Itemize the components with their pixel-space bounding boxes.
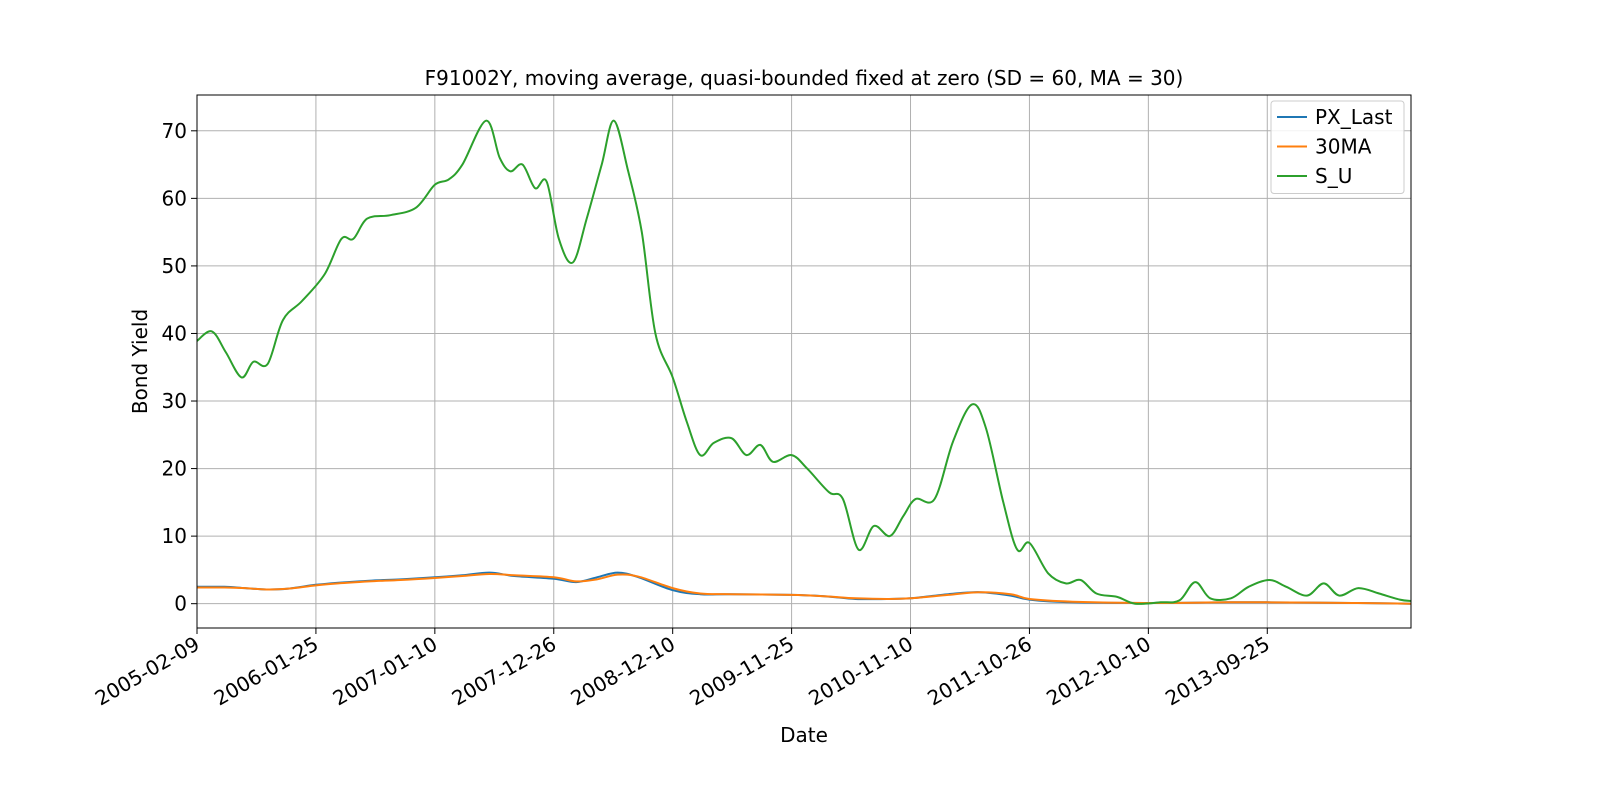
x-axis-label: Date	[780, 723, 828, 747]
legend-box	[1270, 100, 1405, 194]
plot-frame	[196, 94, 1412, 629]
grid	[196, 95, 1411, 628]
legend-label-30ma: 30MA	[1315, 135, 1372, 159]
y-tick-label: 60	[162, 186, 187, 210]
x-tick-label: 2007-01-10	[329, 632, 442, 711]
legend-label-s-u: S_U	[1315, 164, 1352, 188]
y-tick-label: 20	[162, 457, 187, 481]
x-axis: 2005-02-09 2006-01-25 2007-01-10 2007-12-26…	[91, 628, 1274, 710]
x-tick-label: 2010-11-10	[804, 632, 917, 711]
series-line-s-u	[197, 119, 1411, 605]
y-axis-label: Bond Yield	[128, 309, 152, 414]
x-tick-label: 2006-01-25	[210, 632, 323, 711]
legend-label-px-last: PX_Last	[1315, 105, 1393, 129]
x-tick-label: 2012-10-10	[1042, 632, 1155, 711]
x-tick-label: 2007-12-26	[448, 632, 561, 711]
chart-title: F91002Y, moving average, quasi-bounded f…	[425, 66, 1184, 90]
legend: PX_Last 30MA S_U	[1270, 100, 1405, 194]
y-tick-label: 0	[174, 592, 187, 616]
series-group	[197, 119, 1411, 605]
x-tick-label: 2009-11-25	[685, 632, 798, 711]
x-tick-label: 2011-10-26	[923, 632, 1036, 711]
x-tick-label: 2005-02-09	[91, 632, 204, 711]
y-tick-label: 30	[162, 389, 187, 413]
x-tick-label: 2013-09-25	[1161, 632, 1274, 711]
y-tick-label: 70	[162, 119, 187, 143]
series-line-30ma	[197, 572, 1411, 605]
x-tick-label: 2008-12-10	[567, 632, 680, 711]
y-tick-label: 40	[162, 321, 187, 345]
y-tick-label: 10	[162, 524, 187, 548]
y-axis: 0 10 20 30 40 50 60 70	[162, 119, 197, 616]
y-tick-label: 50	[162, 254, 187, 278]
